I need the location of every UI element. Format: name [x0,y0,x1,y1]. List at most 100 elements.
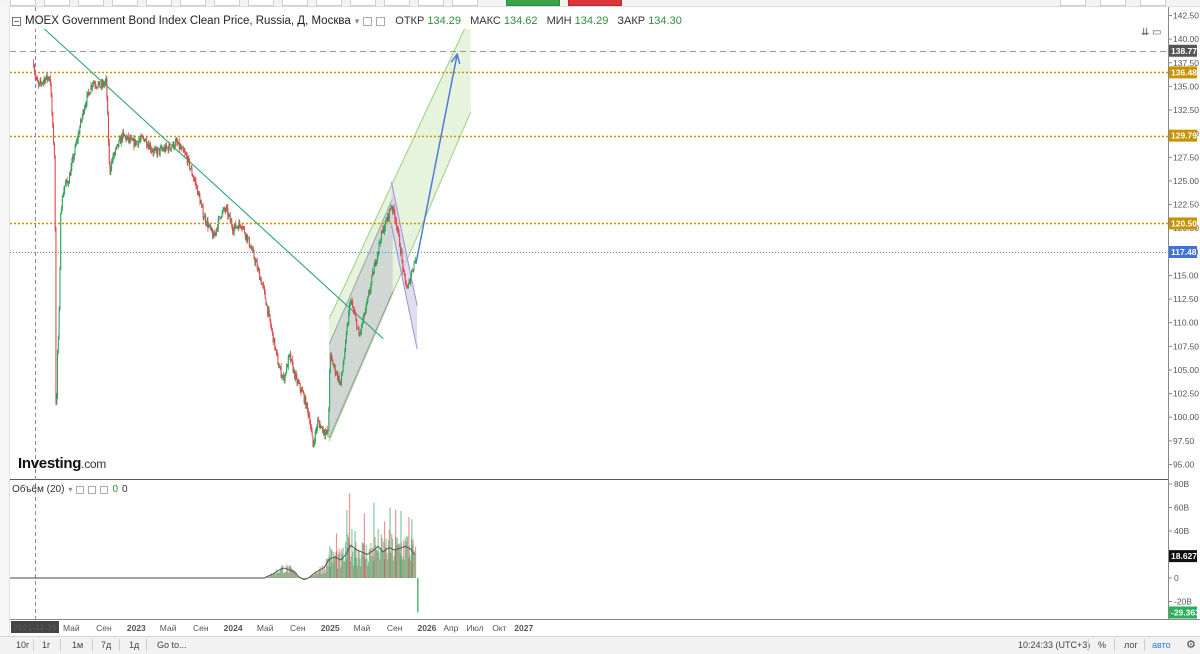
time-axis-label: Сен [387,623,403,633]
pane-move-down-icon[interactable]: ⇊ [1141,27,1149,38]
buy-button[interactable] [506,0,560,6]
candle-body [385,220,387,222]
candle-body [356,327,358,329]
toolbar-tab[interactable] [282,0,308,6]
collapse-legend-icon[interactable] [12,16,21,26]
volume-bar [379,559,381,578]
volume-pane[interactable] [10,480,1168,618]
volume-bar [305,578,307,579]
volume-bar [274,572,276,578]
candle-body [259,278,261,281]
candle-body [203,217,205,219]
candle-body [405,279,407,287]
candle-body [95,85,97,87]
pane-controls[interactable]: ⇊ ▭ [1141,27,1161,38]
toolbar-tab[interactable] [452,0,478,6]
green-channel-lower-line[interactable] [328,111,472,442]
toolbar-tab[interactable] [1100,0,1126,6]
volume-bar [414,551,416,578]
grey-channel-upper-line[interactable] [328,197,394,345]
candle-body [157,148,159,155]
toolbar-tab[interactable] [1140,0,1166,6]
settings-icon[interactable] [76,485,85,494]
remove-icon[interactable] [100,485,109,494]
range-1m-button[interactable]: 1м [72,640,84,650]
candle-body [117,144,119,147]
instrument-title[interactable]: MOEX Government Bond Index Clean Price, … [25,15,351,27]
range-1d-button[interactable]: 1д [129,640,140,650]
toolbar-tab[interactable] [316,0,342,6]
toolbar-tab[interactable] [10,0,36,6]
goto-button[interactable]: Go to... [157,640,187,650]
volume-last-tag: 18.627B [1171,551,1200,561]
range-7d-button[interactable]: 7д [101,640,112,650]
sell-button[interactable] [568,0,622,6]
purple-wedge-lower-line[interactable] [390,225,418,350]
toolbar-tab[interactable] [180,0,206,6]
candle-body [338,375,340,384]
left-drawing-toolbar[interactable] [0,6,10,636]
volume-ma-line [264,544,416,580]
volume-bar [342,547,344,578]
purple-wedge-upper-line[interactable] [390,181,418,306]
chevron-down-icon[interactable]: ▾ [354,15,360,26]
toolbar-tab[interactable] [214,0,240,6]
candle-body [188,157,190,160]
forecast-arrow[interactable] [415,54,458,265]
percent-toggle[interactable]: % [1098,640,1107,650]
volume-bar [313,574,316,578]
candle-body [228,214,230,216]
log-toggle[interactable]: лог [1124,640,1138,650]
toolbar-tab[interactable] [44,0,70,6]
settings-icon[interactable] [363,16,373,26]
auto-toggle[interactable]: авто [1152,640,1171,650]
candle-body [88,91,90,93]
candle-body [44,79,46,83]
candle-body [187,157,189,163]
toolbar-tab[interactable] [350,0,376,6]
candle-body [406,286,408,288]
volume-bar [371,547,374,578]
toolbar-tab[interactable] [418,0,444,6]
pane-collapse-icon[interactable]: ▭ [1152,27,1161,38]
candle-body [354,312,356,316]
candle-body [311,430,313,436]
volume-bar [298,577,301,578]
hide-icon[interactable] [88,485,97,494]
price-chart[interactable]: 95.00 97.50 100.00 102.50 105.00 107.50 110.00… [0,0,1200,636]
candle-body [244,227,246,233]
candle-body [218,216,220,219]
green-channel-upper-line[interactable] [328,15,472,320]
price-tag-120.50-bg [1169,217,1197,230]
chevron-down-icon[interactable]: ▾ [68,485,73,494]
candle-body [279,367,281,369]
candle-body [155,148,157,151]
gear-icon[interactable]: ⚙ [1186,639,1196,651]
hide-icon[interactable] [376,16,386,26]
descending-trendline[interactable] [29,15,384,340]
toolbar-tab[interactable] [384,0,410,6]
candle-body [358,329,360,337]
candle-body [370,282,372,290]
toolbar-tab[interactable] [112,0,138,6]
candle-body [177,142,179,145]
range-1y-button[interactable]: 1г [42,640,51,650]
volume-indicator-title[interactable]: Объём (20) [12,484,65,495]
forecast-arrow-head[interactable] [450,52,461,65]
candle-body [96,87,98,88]
candle-body [275,348,277,350]
toolbar-tab[interactable] [248,0,274,6]
purple-wedge-area[interactable] [391,181,418,350]
candle-body [149,144,151,150]
toolbar-tab[interactable] [1060,0,1086,6]
toolbar-tab[interactable] [146,0,172,6]
volume-bar [334,555,336,578]
candle-body [246,233,248,241]
toolbar-tab[interactable] [78,0,104,6]
range-10y-button[interactable]: 10г [16,640,30,650]
grey-channel-lower-line[interactable] [328,291,394,439]
volume-bar [394,550,396,578]
volume-bar [395,545,398,578]
price-pane[interactable] [10,7,1168,479]
volume-bar [317,573,319,578]
